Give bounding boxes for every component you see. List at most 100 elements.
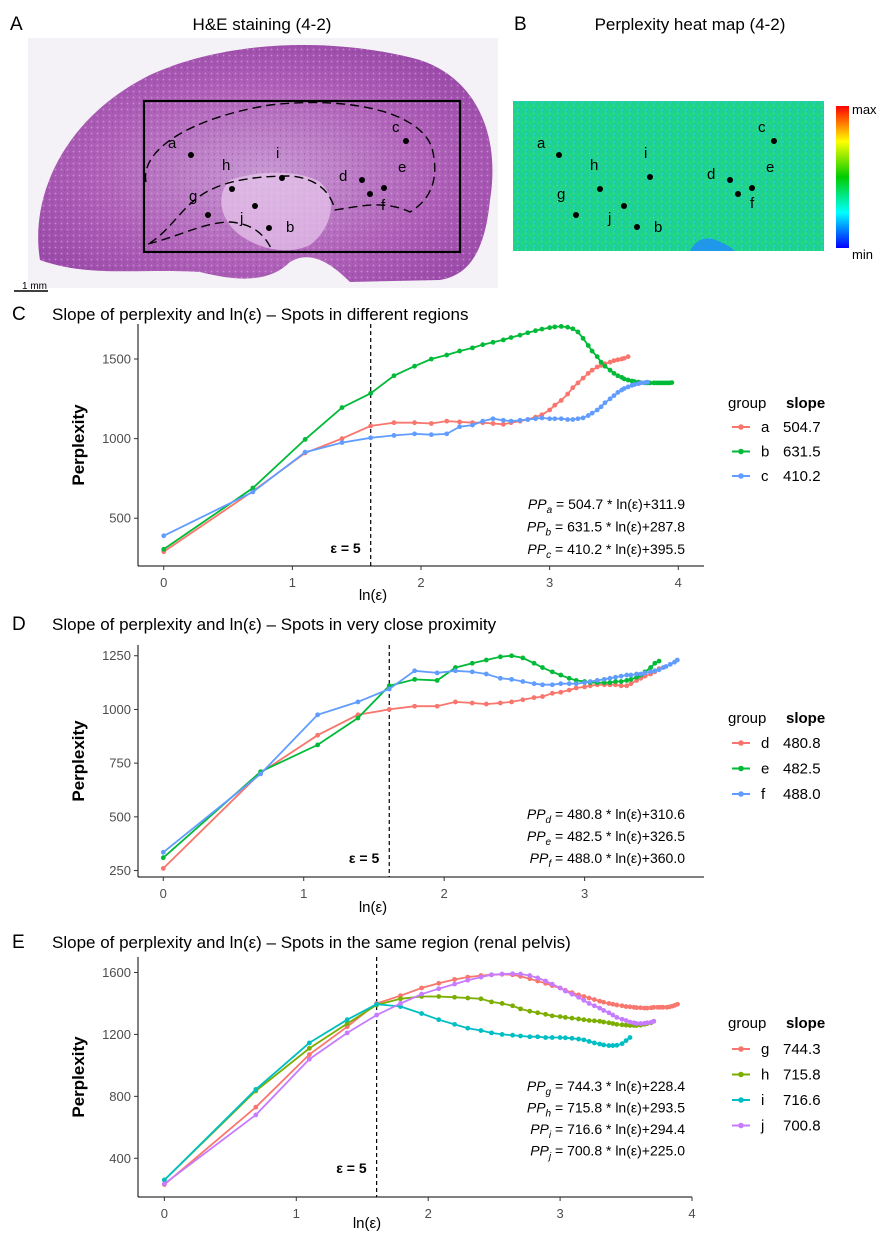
data-point-a bbox=[565, 391, 571, 397]
y-tick-label: 1000 bbox=[102, 702, 131, 717]
data-point-i bbox=[489, 1030, 494, 1036]
data-point-i bbox=[586, 1038, 592, 1044]
data-point-e bbox=[531, 660, 537, 666]
epsilon-label: ε = 5 bbox=[349, 850, 380, 866]
data-point-b bbox=[621, 376, 627, 382]
heat-spot-e-dot bbox=[749, 185, 755, 191]
data-point-i bbox=[374, 1001, 380, 1007]
data-point-a bbox=[412, 420, 417, 426]
data-point-b bbox=[575, 329, 581, 335]
equation-subscript: f bbox=[548, 859, 552, 870]
data-point-a bbox=[570, 385, 576, 391]
x-tick-label: 1 bbox=[293, 1206, 300, 1221]
data-point-f bbox=[315, 712, 321, 718]
data-point-d bbox=[531, 695, 537, 701]
data-point-c bbox=[645, 379, 650, 385]
data-point-b bbox=[611, 370, 617, 376]
data-point-c bbox=[500, 417, 506, 423]
data-point-j bbox=[606, 1010, 612, 1016]
x-axis-label: ln(ε) bbox=[359, 899, 387, 916]
data-point-c bbox=[508, 418, 514, 424]
data-point-h bbox=[591, 1018, 597, 1024]
equation-subscript: b bbox=[546, 528, 552, 539]
data-point-c bbox=[580, 415, 586, 421]
data-point-h bbox=[606, 1020, 612, 1026]
regression-equation: PPh = 715.8 * ln(ε)+293.5 bbox=[527, 1100, 685, 1120]
equation-subscript: e bbox=[546, 837, 552, 848]
data-point-i bbox=[510, 1032, 516, 1038]
kidney-texture bbox=[38, 45, 493, 282]
y-axis-label: Perplexity bbox=[69, 720, 88, 802]
data-point-e bbox=[540, 665, 545, 670]
data-point-f bbox=[628, 672, 634, 678]
heat-spot-h-label: h bbox=[590, 157, 598, 174]
data-point-b bbox=[602, 363, 608, 369]
data-point-h bbox=[452, 994, 457, 1000]
spot-j-dot bbox=[252, 203, 258, 209]
data-point-d bbox=[540, 694, 545, 699]
heatmap-low-region bbox=[690, 238, 735, 251]
medulla-boundary bbox=[144, 101, 436, 244]
data-point-b bbox=[539, 326, 545, 332]
data-point-c bbox=[589, 410, 595, 416]
spot-f-label: f bbox=[381, 197, 386, 214]
data-point-b bbox=[470, 345, 475, 351]
data-point-j bbox=[419, 991, 424, 997]
spot-f-dot bbox=[367, 191, 373, 197]
data-point-i bbox=[518, 1033, 523, 1039]
data-point-c bbox=[391, 433, 397, 438]
y-tick-label: 1000 bbox=[102, 431, 131, 446]
spot-j-label: j bbox=[239, 210, 243, 227]
data-point-f bbox=[648, 669, 654, 675]
legend-key-point bbox=[738, 1046, 744, 1052]
data-point-h bbox=[306, 1045, 312, 1051]
data-point-d bbox=[497, 700, 503, 706]
equation-lhs: PP bbox=[527, 1078, 546, 1094]
data-point-e bbox=[412, 676, 418, 682]
data-point-a bbox=[490, 421, 496, 426]
data-point-f bbox=[652, 668, 658, 674]
data-point-j bbox=[597, 1005, 603, 1011]
data-point-b bbox=[339, 405, 345, 410]
data-point-b bbox=[585, 343, 591, 348]
data-point-a bbox=[558, 398, 564, 403]
data-point-f bbox=[434, 670, 440, 676]
legend-key-point bbox=[738, 765, 744, 772]
data-point-f bbox=[558, 681, 564, 687]
data-point-g bbox=[660, 1004, 666, 1010]
data-point-b bbox=[625, 377, 631, 383]
data-point-g bbox=[623, 1004, 629, 1009]
data-point-c bbox=[552, 416, 558, 422]
x-tick-label: 3 bbox=[546, 575, 553, 590]
data-point-j bbox=[644, 1020, 650, 1026]
data-point-c bbox=[565, 417, 571, 422]
legend-slope-value: 480.8 bbox=[783, 735, 821, 752]
x-tick-label: 0 bbox=[161, 1206, 168, 1221]
heat-spot-a-dot bbox=[556, 152, 562, 158]
data-point-b bbox=[412, 363, 417, 369]
series-line-b bbox=[163, 325, 672, 551]
data-point-f bbox=[624, 672, 630, 678]
series-line-f bbox=[162, 659, 678, 854]
legend-group-name: f bbox=[761, 786, 766, 803]
legend-group-name: g bbox=[761, 1041, 769, 1058]
data-point-g bbox=[644, 1005, 650, 1011]
data-point-c bbox=[575, 416, 581, 422]
data-point-b bbox=[368, 390, 374, 396]
equation-lhs: PP bbox=[527, 519, 546, 535]
data-point-e bbox=[497, 654, 503, 660]
data-point-d bbox=[573, 685, 579, 691]
data-point-d bbox=[520, 697, 526, 703]
legend-key-point bbox=[738, 473, 744, 479]
panel-b-title: Perplexity heat map (4-2) bbox=[595, 15, 786, 34]
data-point-c bbox=[428, 432, 434, 438]
legend-slope-value: 715.8 bbox=[783, 1067, 821, 1084]
epsilon-label: ε = 5 bbox=[336, 1160, 367, 1176]
equation-subscript: c bbox=[546, 550, 551, 561]
data-point-d bbox=[558, 689, 564, 695]
data-point-c bbox=[302, 449, 308, 455]
legend-slope-value: 488.0 bbox=[783, 786, 821, 803]
data-point-h bbox=[557, 1014, 563, 1020]
data-point-h bbox=[489, 999, 494, 1005]
data-point-b bbox=[607, 367, 613, 373]
